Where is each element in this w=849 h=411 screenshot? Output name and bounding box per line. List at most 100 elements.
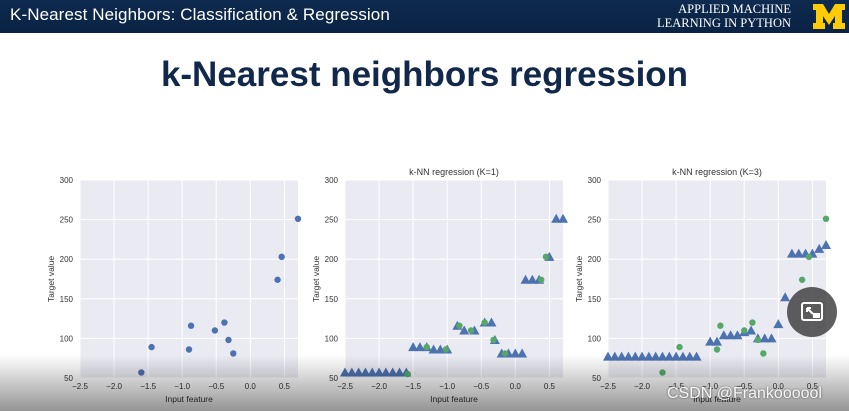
data-point <box>542 253 550 261</box>
prediction-marker <box>677 351 688 361</box>
y-axis-label: Target value <box>574 256 584 303</box>
x-tick-label: −2.0 <box>634 382 650 391</box>
prediction-marker <box>387 367 398 377</box>
x-tick-label: −1.0 <box>174 382 190 391</box>
y-tick-label: 300 <box>588 176 602 185</box>
prediction-marker <box>746 325 757 335</box>
x-tick-label: −2.5 <box>72 382 88 391</box>
x-tick-label: 0.0 <box>245 382 257 391</box>
y-tick-label: 50 <box>592 374 601 383</box>
prediction-marker <box>459 325 470 335</box>
prediction-marker <box>435 344 446 354</box>
x-tick-label: −0.5 <box>736 382 752 391</box>
y-tick-label: 250 <box>588 216 602 225</box>
data-point <box>211 327 219 334</box>
prediction-marker <box>684 351 695 361</box>
course-brand: APPLIED MACHINE LEARNING IN PYTHON <box>657 2 791 30</box>
prediction-marker <box>374 367 385 377</box>
data-point <box>538 276 545 283</box>
data-point <box>294 215 302 223</box>
prediction-marker <box>637 351 648 361</box>
chart-title: k-NN regression (K=3) <box>672 167 762 177</box>
prediction-marker <box>630 351 641 361</box>
prediction-marker <box>616 351 627 361</box>
y-axis-label: Target value <box>46 256 56 303</box>
y-tick-label: 150 <box>588 295 602 304</box>
y-tick-label: 150 <box>60 295 74 304</box>
x-tick-label: −1.5 <box>140 382 156 391</box>
y-tick-label: 50 <box>64 374 73 383</box>
chart-knn-k1: −2.5 −2.0 −1.5 −1.0 −0.5 0.0 0.5 50 100 150 200 250… <box>305 160 568 404</box>
prediction-marker <box>360 367 371 377</box>
chart-title: k-NN regression (K=1) <box>409 167 499 177</box>
y-tick-label: 200 <box>588 255 602 264</box>
x-tick-label: −2.0 <box>371 382 387 391</box>
chart-svg: −2.5 −2.0 −1.5 −1.0 −0.5 0.0 0.5 50 100 150 200 250… <box>46 176 302 404</box>
data-point <box>805 253 813 261</box>
x-tick-label: 0.0 <box>773 382 785 391</box>
prediction-marker <box>759 333 770 343</box>
course-brand-line-2: LEARNING IN PYTHON <box>656 16 791 30</box>
data-point <box>278 253 285 261</box>
data-point <box>225 336 232 344</box>
block-m-logo-shape <box>813 4 845 29</box>
course-brand-line-1: APPLIED MACHINE <box>678 2 791 16</box>
data-point <box>185 346 193 353</box>
data-point <box>760 350 767 357</box>
y-tick-label: 100 <box>588 334 602 343</box>
prediction-marker <box>353 367 364 377</box>
watermark: CSDN @Frankoooool <box>667 385 822 402</box>
data-point <box>467 327 475 334</box>
prediction-marker <box>609 351 620 361</box>
plot-area <box>80 180 298 378</box>
data-point <box>713 346 721 353</box>
data-point <box>404 370 411 378</box>
lecture-title: K-Nearest Neighbors: Classification & Re… <box>10 5 390 24</box>
prediction-marker <box>657 351 668 361</box>
prediction-marker <box>725 330 736 340</box>
picture-in-picture-icon <box>801 302 823 321</box>
x-axis-label: Input feature <box>165 394 213 404</box>
data-point <box>676 343 683 351</box>
prediction-marker <box>712 336 722 346</box>
prediction-marker <box>527 274 538 284</box>
y-tick-label: 300 <box>325 176 339 185</box>
prediction-marker <box>603 351 613 361</box>
prediction-marker <box>732 330 743 340</box>
x-tick-label: −1.5 <box>668 382 684 391</box>
x-tick-label: 0.5 <box>544 382 556 391</box>
block-m-logo <box>813 4 845 29</box>
data-point <box>274 276 281 283</box>
y-tick-label: 50 <box>329 374 338 383</box>
prediction-marker <box>510 348 521 358</box>
prediction-marker <box>664 351 675 361</box>
data-point <box>423 343 430 351</box>
y-tick-label: 100 <box>325 334 339 343</box>
y-tick-label: 250 <box>325 216 339 225</box>
data-point <box>501 350 509 357</box>
prediction-marker <box>671 351 682 361</box>
x-tick-label: −0.5 <box>473 382 489 391</box>
y-tick-label: 150 <box>325 295 339 304</box>
prediction-marker <box>486 317 497 327</box>
data-point <box>741 327 748 334</box>
prediction-marker <box>367 367 378 377</box>
prediction-marker <box>394 367 405 377</box>
data-point <box>822 215 830 223</box>
x-tick-label: −2.5 <box>600 382 616 391</box>
data-point <box>138 369 145 376</box>
prediction-marker <box>380 367 391 377</box>
prediction-marker <box>346 367 357 377</box>
picture-in-picture-button[interactable] <box>787 287 837 337</box>
prediction-marker <box>558 213 568 223</box>
y-tick-label: 300 <box>60 176 74 185</box>
prediction-marker <box>814 243 825 253</box>
chart-svg: −2.5 −2.0 −1.5 −1.0 −0.5 0.0 0.5 50 100 150 200 250… <box>574 167 831 404</box>
chart-svg: −2.5 −2.0 −1.5 −1.0 −0.5 0.0 0.5 50 100 150 200 250… <box>311 167 568 404</box>
prediction-marker <box>766 333 777 343</box>
prediction-marker <box>643 351 654 361</box>
y-tick-label: 100 <box>60 334 74 343</box>
x-tick-label: −2.5 <box>337 382 353 391</box>
title-bar: K-Nearest Neighbors: Classification & Re… <box>0 0 849 33</box>
x-tick-label: −1.5 <box>405 382 421 391</box>
